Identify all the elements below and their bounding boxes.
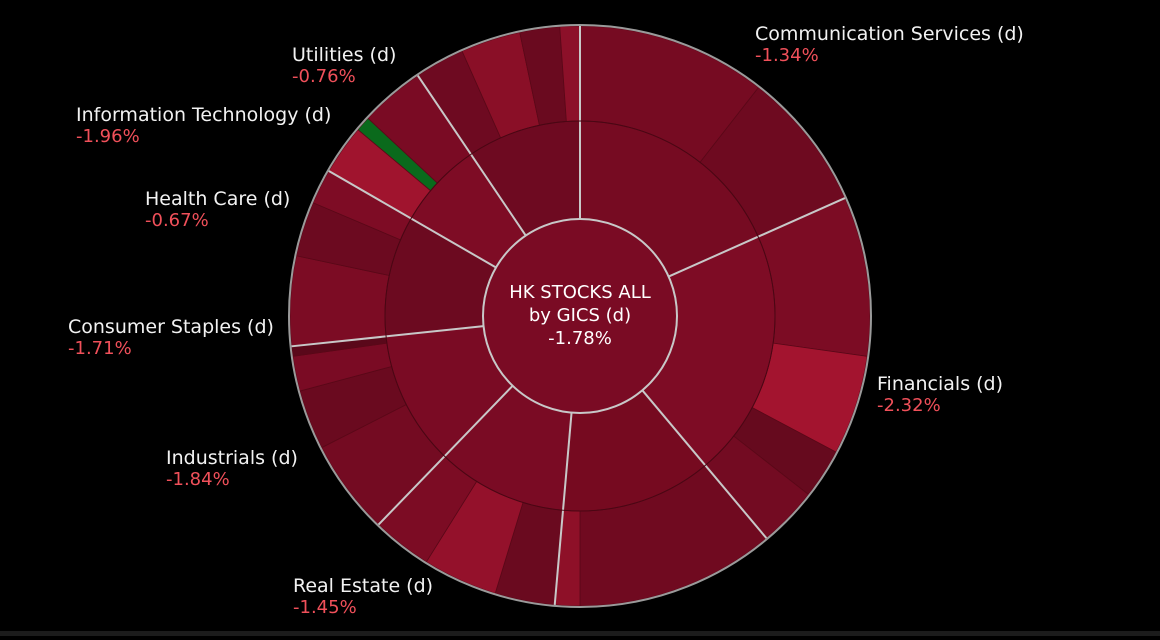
ring-guides — [288, 24, 872, 608]
sector-change: -1.84% — [166, 469, 230, 490]
sector-label-communication-services[interactable]: Communication Services (d) -1.34% — [755, 23, 1024, 67]
center-value: -1.78% — [548, 328, 612, 349]
sector-name: Real Estate (d) — [293, 575, 434, 597]
sector-label-information-technology[interactable]: Information Technology (d) -1.96% — [76, 104, 331, 148]
sector-divider-consumer-staples — [377, 385, 514, 526]
sector-label-financials[interactable]: Financials (d) -2.32% — [877, 373, 1003, 417]
sector-name: Consumer Staples (d) — [68, 316, 274, 338]
outer-border-circle — [288, 24, 872, 608]
sector-name: Health Care (d) — [145, 188, 291, 210]
sector-change: -1.34% — [755, 45, 819, 66]
sector-name: Industrials (d) — [166, 447, 298, 469]
center-hub[interactable]: HK STOCKS ALL by GICS (d) -1.78% — [482, 218, 678, 414]
sector-name: Communication Services (d) — [755, 23, 1024, 45]
sector-change: -1.71% — [68, 338, 132, 359]
middle-ring — [384, 120, 776, 512]
sector-label-consumer-staples[interactable]: Consumer Staples (d) -1.71% — [68, 316, 274, 360]
sector-divider-financials — [668, 197, 846, 278]
sector-change: -0.76% — [292, 66, 356, 87]
sector-label-utilities[interactable]: Utilities (d) -0.76% — [292, 44, 396, 88]
center-disc[interactable] — [482, 218, 678, 414]
sector-dividers — [291, 26, 846, 605]
sector-label-health-care[interactable]: Health Care (d) -0.67% — [145, 188, 290, 232]
sector-label-real-estate[interactable]: Real Estate (d) -1.45% — [293, 575, 433, 619]
sector-label-industrials[interactable]: Industrials (d) -1.84% — [166, 447, 298, 491]
ring-boundary-circle — [384, 120, 776, 512]
center-title-line1: HK STOCKS ALL — [509, 282, 651, 303]
sector-divider-health-care — [291, 325, 484, 348]
sector-change: -1.96% — [76, 126, 140, 147]
center-title-line2: by GICS (d) — [529, 305, 631, 326]
sector-divider-real-estate — [641, 389, 768, 539]
sector-change: -2.32% — [877, 395, 941, 416]
sector-name: Utilities (d) — [292, 44, 397, 66]
sector-change: -0.67% — [145, 210, 209, 231]
sector-name: Information Technology (d) — [76, 104, 332, 126]
sector-divider-utilities — [417, 75, 527, 237]
sector-divider-industrials — [553, 412, 573, 605]
bottom-strip — [0, 631, 1160, 636]
sector-change: -1.45% — [293, 597, 357, 618]
outer-ring — [289, 25, 871, 607]
sector-name: Financials (d) — [877, 373, 1004, 395]
sector-divider-information-technology — [328, 170, 497, 269]
